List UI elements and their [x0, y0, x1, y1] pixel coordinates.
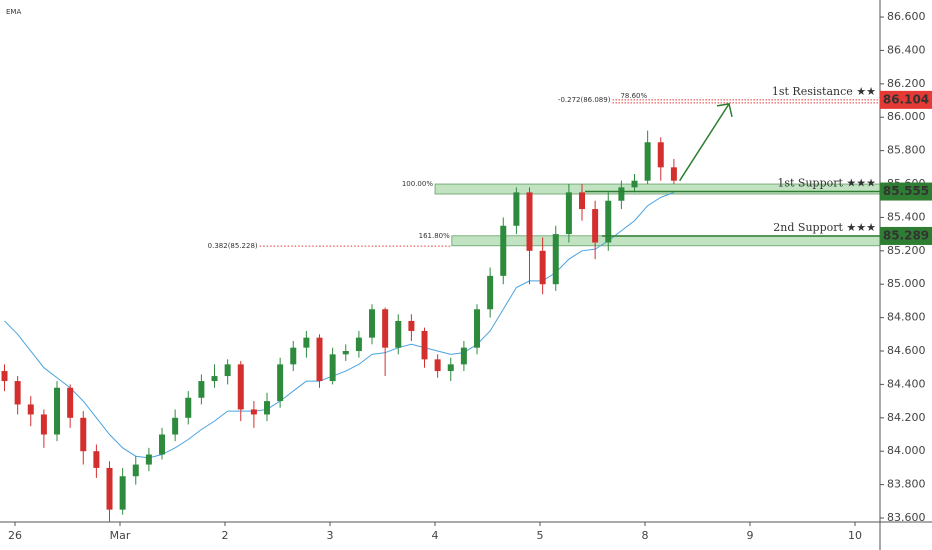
y-tick-label: 85.200 [887, 244, 926, 257]
candle-body [657, 142, 664, 168]
y-tick-label: 84.800 [887, 311, 926, 324]
candle-body [552, 234, 559, 285]
y-tick-label: 84.000 [887, 444, 926, 457]
candle-body [644, 142, 651, 181]
candle-body [434, 359, 441, 372]
price-box-label: 85.555 [883, 184, 929, 198]
candle-body [369, 309, 376, 338]
candle-body [631, 180, 638, 188]
candle-body [264, 401, 271, 415]
y-tick-label: 85.000 [887, 277, 926, 290]
y-tick-label: 86.600 [887, 10, 926, 23]
arrow-head [716, 103, 733, 118]
x-tick-label: 8 [642, 529, 649, 542]
candle-body [316, 337, 323, 382]
candle-body [237, 364, 244, 410]
candle-body [159, 434, 166, 455]
y-tick-label: 83.800 [887, 478, 926, 491]
candle-body [67, 387, 74, 418]
candle-body [93, 451, 100, 468]
fib-label: 0.382(85.228) [208, 242, 258, 250]
support-zone [451, 235, 881, 247]
price-box-label: 85.289 [883, 228, 929, 242]
candle-body [487, 275, 494, 310]
candle-body [224, 364, 231, 377]
candle-body [211, 376, 218, 382]
candle-body [342, 351, 349, 355]
y-tick-label: 85.400 [887, 210, 926, 223]
candle-body [500, 225, 507, 276]
candle-body [395, 320, 402, 348]
x-tick-label: 9 [747, 529, 754, 542]
candle-body [539, 250, 546, 285]
x-tick-label: 26 [8, 529, 22, 542]
candle-body [198, 381, 205, 398]
candle-body [513, 192, 520, 226]
candle-body [277, 364, 284, 402]
candle-body [80, 417, 87, 452]
candle-body [382, 309, 389, 348]
y-tick-label: 84.400 [887, 377, 926, 390]
y-tick-label: 86.400 [887, 43, 926, 56]
indicator-label: EMA [6, 8, 21, 16]
candle-body [303, 337, 310, 348]
level-name: 1st Resistance ★★ [772, 85, 876, 98]
candle-body [27, 404, 34, 415]
candle-body [460, 347, 467, 365]
candle-body [592, 209, 599, 243]
price-box [880, 90, 932, 109]
candle-body [670, 167, 677, 181]
y-tick-label: 84.600 [887, 344, 926, 357]
candle-body [579, 192, 586, 210]
fib-label: 100.00% [402, 180, 433, 188]
candle-body [605, 200, 612, 243]
candle-body [145, 454, 152, 465]
x-tick-label: 5 [537, 529, 544, 542]
candle-body [172, 417, 179, 435]
arrow-shaft [679, 103, 730, 182]
candle-body [329, 354, 336, 382]
y-tick-label: 86.000 [887, 110, 926, 123]
candle-body [355, 337, 362, 352]
candle-body [447, 364, 454, 372]
x-tick-label: 10 [848, 529, 862, 542]
candle-body [54, 387, 61, 435]
ema-line [4, 191, 675, 459]
price-box [880, 226, 932, 245]
fib-label: 78.60% [620, 92, 647, 100]
candle-body [565, 192, 572, 235]
candle-body [474, 309, 481, 348]
candle-body [119, 476, 126, 510]
candle-body [421, 330, 428, 360]
candle-body [40, 414, 47, 435]
candle-body [106, 467, 113, 510]
candle-body [132, 464, 139, 477]
fib-label: -0.272(86.089) [558, 96, 611, 104]
level-name: 2nd Support ★★★ [773, 221, 876, 234]
y-tick-label: 83.600 [887, 511, 926, 524]
candle-body [1, 371, 8, 382]
x-tick-label: 4 [432, 529, 439, 542]
y-tick-label: 85.800 [887, 144, 926, 157]
x-tick-label: 3 [327, 529, 334, 542]
x-tick-label: 2 [222, 529, 229, 542]
candle-body [250, 409, 257, 415]
x-tick-label: Mar [110, 529, 131, 542]
y-tick-label: 86.200 [887, 77, 926, 90]
level-name: 1st Support ★★★ [777, 177, 876, 190]
fib-label: 161.80% [419, 232, 450, 240]
candle-body [290, 347, 297, 365]
candle-body [14, 381, 21, 405]
price-box [880, 182, 932, 201]
candle-body [185, 397, 192, 418]
y-tick-label: 84.200 [887, 411, 926, 424]
candle-body [526, 192, 533, 251]
price-box-label: 86.104 [883, 92, 929, 106]
candle-body [618, 187, 625, 201]
candle-body [408, 320, 415, 331]
